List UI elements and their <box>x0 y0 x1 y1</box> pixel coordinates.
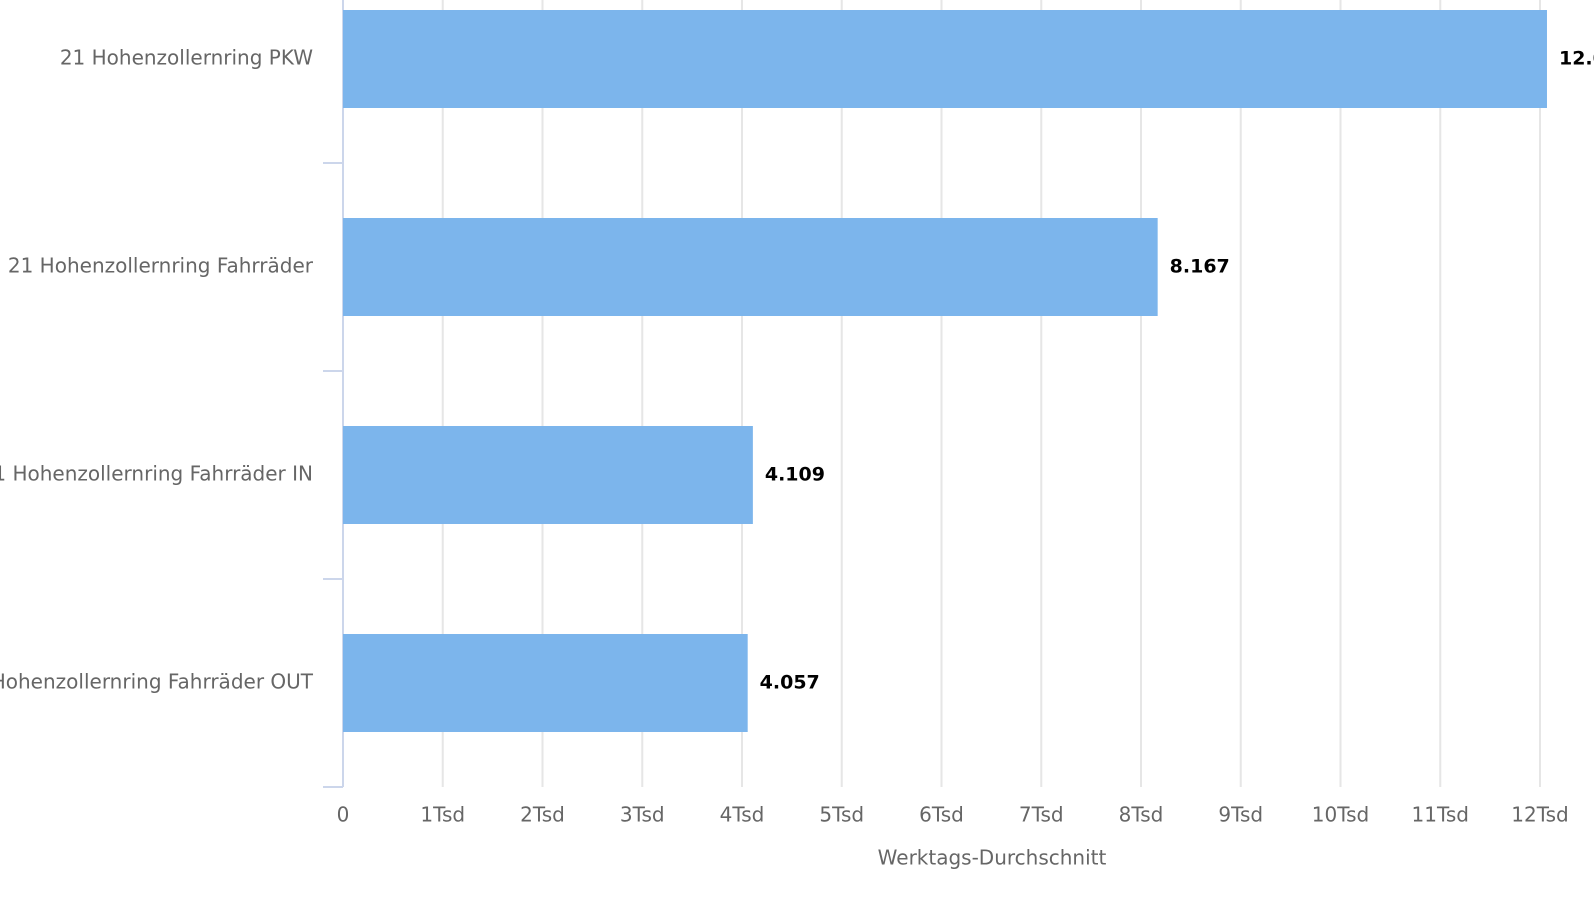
data-label: 8.167 <box>1170 256 1230 278</box>
x-tick-label: 6Tsd <box>919 803 964 827</box>
data-label: 12.070 <box>1559 48 1594 70</box>
x-tick-label: 0 <box>337 803 350 827</box>
y-tick-label: 21 Hohenzollernring Fahrräder <box>8 254 314 278</box>
x-tick-label: 2Tsd <box>520 803 565 827</box>
bar <box>343 10 1547 108</box>
y-tick-label: 21 Hohenzollernring PKW <box>60 46 313 70</box>
x-tick-label: 1Tsd <box>420 803 465 827</box>
bar <box>343 634 748 732</box>
bar <box>343 426 753 524</box>
x-tick-label: 10Tsd <box>1312 803 1369 827</box>
data-label: 4.109 <box>765 464 825 486</box>
x-tick-label: 8Tsd <box>1119 803 1164 827</box>
y-tick-label: 21 Hohenzollernring Fahrräder OUT <box>0 670 314 694</box>
bar <box>343 218 1158 316</box>
x-axis-title: Werktags-Durchschnitt <box>878 846 1107 870</box>
x-tick-label: 12Tsd <box>1511 803 1568 827</box>
x-tick-label: 4Tsd <box>720 803 765 827</box>
y-tick-label: 21 Hohenzollernring Fahrräder IN <box>0 462 313 486</box>
x-tick-label: 11Tsd <box>1412 803 1469 827</box>
data-label: 4.057 <box>760 672 820 694</box>
x-tick-label: 5Tsd <box>819 803 864 827</box>
x-tick-label: 7Tsd <box>1019 803 1064 827</box>
x-tick-label: 3Tsd <box>620 803 665 827</box>
x-tick-label: 9Tsd <box>1218 803 1263 827</box>
